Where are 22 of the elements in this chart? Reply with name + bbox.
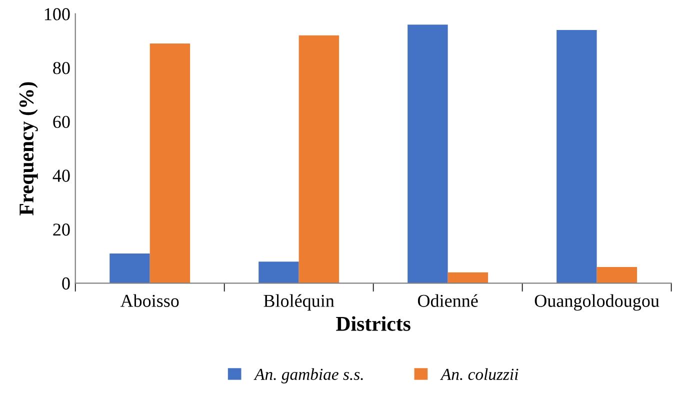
- x-axis-title: Districts: [336, 316, 410, 331]
- legend-label: An. coluzzii: [440, 368, 518, 380]
- y-tick-label: 100: [44, 8, 70, 20]
- bar: [408, 24, 448, 284]
- legend-label: An. gambiae s.s.: [254, 368, 363, 384]
- bar: [110, 254, 150, 284]
- bar: [298, 35, 340, 284]
- x-tick-label: Ouangolodougou: [534, 294, 660, 311]
- y-tick-label: 20: [53, 224, 70, 236]
- y-tick-label: 0: [62, 277, 70, 290]
- bar: [556, 30, 597, 284]
- bar: [448, 272, 488, 284]
- bar: [150, 43, 190, 284]
- x-tick-label: Odienné: [418, 294, 478, 307]
- y-tick-label: 60: [53, 116, 70, 128]
- x-tick-label: Bloléquin: [264, 294, 334, 311]
- y-axis-title: Frequency (%): [18, 82, 38, 216]
- bar: [258, 262, 299, 284]
- y-tick-label: 80: [53, 62, 70, 74]
- x-tick-label: Aboisso: [120, 294, 179, 307]
- bar: [596, 266, 638, 284]
- y-tick-label: 40: [52, 170, 70, 182]
